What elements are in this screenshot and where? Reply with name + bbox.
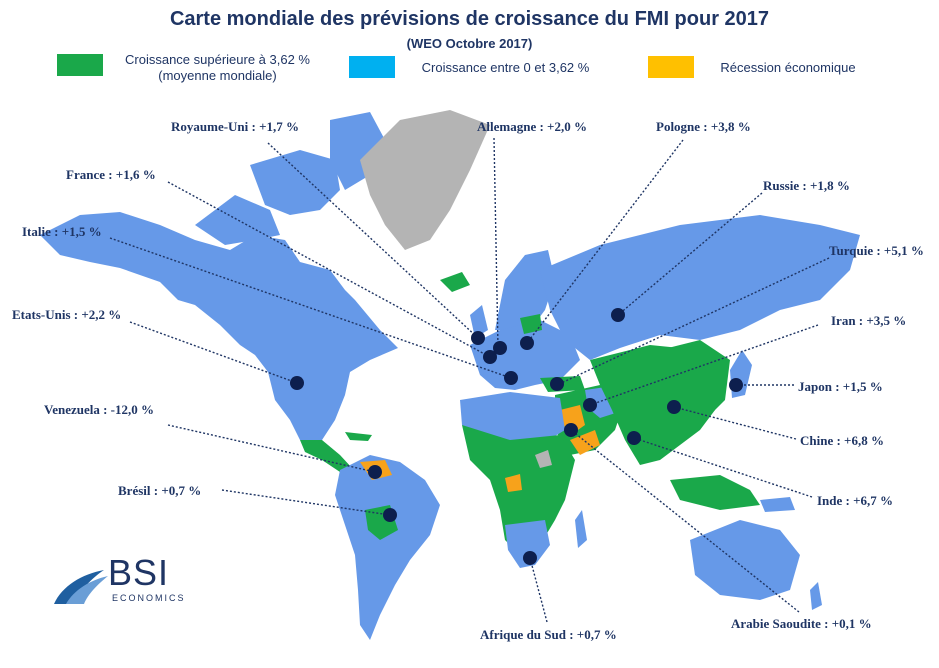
- marker-chine: [667, 400, 681, 414]
- russia: [540, 215, 860, 360]
- label-arabie-saoudite: Arabie Saoudite : +0,1 %: [731, 616, 872, 631]
- leader-inde: [633, 437, 813, 498]
- leader-russie: [617, 192, 763, 316]
- marker-inde: [627, 431, 641, 445]
- marker-iran: [583, 398, 597, 412]
- caribbean: [345, 432, 372, 441]
- label-allemagne: Allemagne : +2,0 %: [477, 119, 587, 134]
- greenland: [360, 110, 490, 250]
- label-turquie: Turquie : +5,1 %: [829, 243, 924, 258]
- yemen-oman: [570, 430, 600, 455]
- label-royaume-uni: Royaume-Uni : +1,7 %: [171, 119, 300, 134]
- marker-arabie-saoudite: [564, 423, 578, 437]
- legend-label-high-growth-line1: Croissance supérieure à 3,62 %: [125, 52, 310, 67]
- leader-bresil: [221, 489, 391, 516]
- legend-label-high-growth-line2: (moyenne mondiale): [158, 68, 277, 83]
- bsi-logo-icon: [54, 570, 108, 604]
- marker-pologne: [520, 336, 534, 350]
- nigeria-angola: [505, 474, 522, 492]
- leader-pologne: [526, 139, 684, 344]
- marker-italie: [504, 371, 518, 385]
- marker-japon: [729, 378, 743, 392]
- new-guinea: [760, 497, 795, 512]
- europe-mainland: [470, 320, 580, 390]
- label-inde: Inde : +6,7 %: [817, 493, 894, 508]
- marker-royaume-uni: [471, 331, 485, 345]
- southern-africa: [505, 520, 550, 568]
- label-bresil: Brésil : +0,7 %: [118, 483, 202, 498]
- uk: [470, 305, 488, 338]
- new-zealand: [810, 582, 822, 610]
- logo-name: BSI: [108, 552, 170, 593]
- label-venezuela: Venezuela : -12,0 %: [44, 402, 155, 417]
- marker-venezuela: [368, 465, 382, 479]
- markers: [290, 308, 743, 565]
- central-america: [300, 440, 352, 472]
- south-america: [335, 455, 440, 640]
- label-italie: Italie : +1,5 %: [22, 224, 102, 239]
- leader-chine: [673, 406, 797, 440]
- leader-venezuela: [167, 424, 376, 473]
- north-africa: [460, 392, 565, 445]
- label-etats-unis: Etats-Unis : +2,2 %: [12, 307, 122, 322]
- label-france: France : +1,6 %: [66, 167, 156, 182]
- label-pologne: Pologne : +3,8 %: [656, 119, 751, 134]
- legend-label-high-growth: Croissance supérieure à 3,62 % (moyenne …: [115, 52, 320, 84]
- marker-afrique-du-sud: [523, 551, 537, 565]
- map-title: Carte mondiale des prévisions de croissa…: [169, 8, 770, 30]
- legend-swatch-low-growth: [349, 56, 395, 78]
- se-asia-islands: [670, 475, 760, 510]
- marker-bresil: [383, 508, 397, 522]
- canada-north: [195, 195, 280, 245]
- label-iran: Iran : +3,5 %: [831, 313, 907, 328]
- leader-lines: [109, 137, 830, 623]
- marker-allemagne: [493, 341, 507, 355]
- leader-allemagne: [493, 137, 499, 349]
- australia: [690, 520, 800, 600]
- marker-etats-unis: [290, 376, 304, 390]
- north-america: [40, 212, 398, 440]
- iceland: [440, 272, 470, 292]
- legend-label-low-growth: Croissance entre 0 et 3,62 %: [421, 60, 590, 75]
- sahara: [535, 450, 552, 468]
- leader-france: [167, 181, 491, 358]
- legend-swatch-recession: [648, 56, 694, 78]
- china: [640, 340, 730, 425]
- poland: [520, 314, 542, 334]
- label-japon: Japon : +1,5 %: [798, 379, 883, 394]
- marker-russie: [611, 308, 625, 322]
- marker-france: [483, 350, 497, 364]
- label-chine: Chine : +6,8 %: [800, 433, 884, 448]
- legend-swatch-high-growth: [57, 54, 103, 76]
- map-subtitle: (WEO Octobre 2017): [406, 36, 533, 51]
- leader-afrique-du-sud: [529, 557, 548, 623]
- label-afrique-du-sud: Afrique du Sud : +0,7 %: [480, 627, 617, 642]
- label-russie: Russie : +1,8 %: [763, 178, 850, 193]
- leader-arabie-saoudite: [570, 429, 800, 613]
- canada-islands: [250, 150, 340, 215]
- leader-iran: [589, 324, 819, 406]
- madagascar: [575, 510, 587, 548]
- logo-subtitle: ECONOMICS: [112, 593, 186, 603]
- legend-label-recession: Récession économique: [720, 60, 856, 75]
- leader-italie: [109, 237, 512, 379]
- marker-turquie: [550, 377, 564, 391]
- leader-etats-unis: [129, 321, 298, 384]
